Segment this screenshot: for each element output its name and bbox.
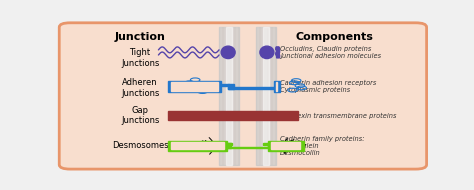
FancyBboxPatch shape [59,23,427,169]
Bar [268,141,303,151]
Bar [226,143,231,148]
Bar [228,84,234,89]
Text: Junction: Junction [115,32,165,42]
Bar [168,141,227,151]
Text: Desmosomes: Desmosomes [112,141,168,150]
Text: Tight
Junctions: Tight Junctions [121,48,159,68]
Text: Connexin transmembrane proteins: Connexin transmembrane proteins [280,113,396,119]
Text: Cadherin adhesion receptors
Cytoplasmic proteins: Cadherin adhesion receptors Cytoplasmic … [280,80,376,93]
Bar [271,142,300,150]
Ellipse shape [221,46,235,59]
Bar [268,143,273,148]
Text: Adheren
Junctions: Adheren Junctions [121,78,159,98]
Bar [171,82,218,91]
Bar [171,142,224,150]
Bar [276,82,277,91]
Text: Gap
Junctions: Gap Junctions [121,106,159,125]
Bar [263,27,269,165]
Bar [168,111,298,120]
Ellipse shape [260,46,274,59]
Bar [219,27,239,165]
Text: Occludins, Claudin proteins
Junctional adhesion molecules: Occludins, Claudin proteins Junctional a… [280,45,381,59]
Bar [228,87,276,89]
Bar [226,146,269,148]
Bar [256,27,276,165]
Bar [226,27,232,165]
Bar [263,143,269,145]
Bar [274,81,280,92]
Bar [226,143,232,145]
Bar [168,81,221,92]
Text: Cadherin family proteins:
Desmoglein
Desmocollin: Cadherin family proteins: Desmoglein Des… [280,136,364,156]
Text: Components: Components [296,32,374,42]
Bar [219,84,229,86]
